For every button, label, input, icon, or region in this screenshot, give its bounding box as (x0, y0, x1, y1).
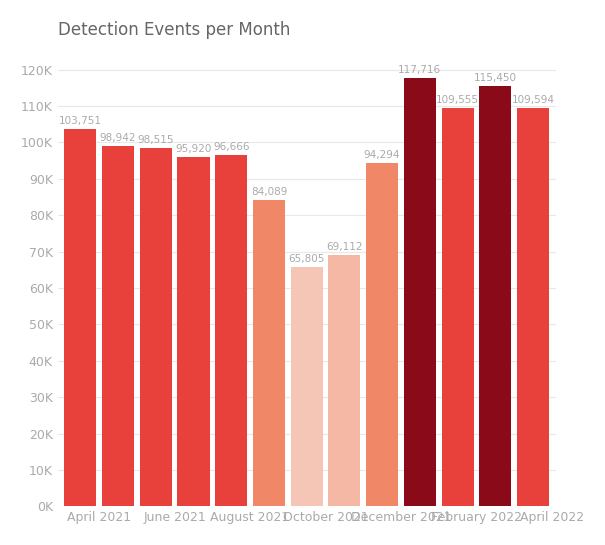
Text: 109,594: 109,594 (511, 95, 555, 105)
Bar (404, 78, 436, 506)
Text: 65,805: 65,805 (289, 254, 325, 264)
Bar (215, 155, 247, 506)
Text: 84,089: 84,089 (250, 187, 287, 197)
Text: 95,920: 95,920 (175, 144, 212, 154)
Text: 94,294: 94,294 (364, 150, 401, 160)
Text: Detection Events per Month: Detection Events per Month (57, 21, 290, 39)
Text: 69,112: 69,112 (326, 242, 362, 252)
Text: 98,942: 98,942 (100, 134, 136, 143)
Bar (517, 107, 549, 506)
Bar (253, 201, 285, 506)
Bar (366, 163, 398, 506)
Bar (442, 108, 474, 506)
Bar (140, 148, 172, 506)
Bar (479, 86, 511, 506)
Bar (64, 129, 96, 506)
Text: 115,450: 115,450 (474, 74, 517, 83)
Text: 109,555: 109,555 (436, 95, 479, 105)
Bar (290, 267, 322, 506)
Bar (329, 255, 361, 506)
Bar (102, 146, 134, 506)
Text: 96,666: 96,666 (213, 142, 249, 152)
Text: 103,751: 103,751 (59, 116, 102, 126)
Bar (177, 158, 209, 506)
Text: 117,716: 117,716 (398, 65, 442, 75)
Text: 98,515: 98,515 (137, 135, 174, 145)
